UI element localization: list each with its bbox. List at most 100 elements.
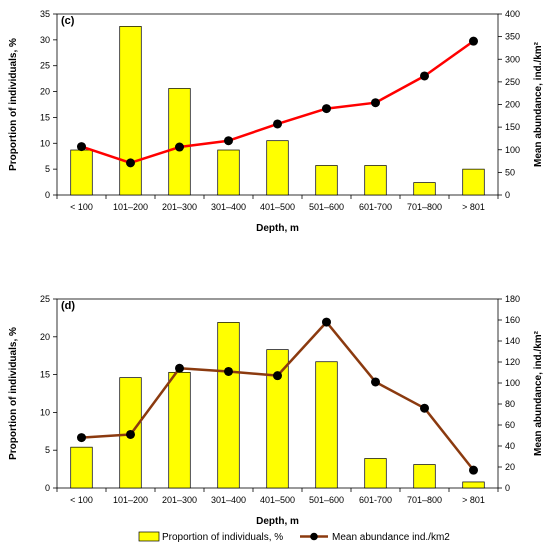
y2-tick-label: 80 [505, 399, 515, 409]
line-marker [469, 36, 478, 46]
line-marker [273, 371, 282, 381]
x-tick-label: < 100 [70, 202, 93, 212]
x-tick-label: 401–500 [260, 495, 295, 505]
bar [413, 464, 436, 489]
line-marker [371, 98, 380, 108]
y2-tick-label: 250 [505, 77, 520, 87]
y-tick-label: 10 [40, 407, 50, 417]
y-tick-label: 25 [40, 294, 50, 304]
bar [462, 481, 485, 489]
bar [217, 149, 240, 196]
line-marker [420, 71, 429, 81]
line-marker [126, 158, 135, 168]
bar [315, 165, 338, 196]
y2-tick-label: 200 [505, 100, 520, 110]
bar [70, 149, 93, 196]
x-tick-label: < 100 [70, 495, 93, 505]
y-tick-label: 0 [45, 483, 50, 493]
x-tick-label: 301–400 [211, 202, 246, 212]
y2-tick-label: 150 [505, 122, 520, 132]
line-marker [126, 429, 135, 439]
bar [315, 361, 338, 489]
y2-tick-label: 120 [505, 357, 520, 367]
x-tick-label: 101–200 [113, 495, 148, 505]
bar [364, 458, 387, 489]
legend-bar-label: Proportion of individuals, % [162, 532, 283, 543]
x-tick-label: 601-700 [359, 202, 392, 212]
x-tick-label: > 801 [462, 202, 485, 212]
x-tick-label: 501–600 [309, 202, 344, 212]
bar [364, 165, 387, 196]
y-tick-label: 10 [40, 138, 50, 148]
x-tick-label: 401–500 [260, 202, 295, 212]
x-tick-label: 201–300 [162, 202, 197, 212]
y-tick-label: 15 [40, 112, 50, 122]
bar [413, 182, 436, 196]
y-tick-label: 25 [40, 61, 50, 71]
line-marker [273, 119, 282, 129]
bar [266, 349, 289, 489]
line-marker [322, 104, 331, 114]
y-tick-label: 5 [45, 164, 50, 174]
x-tick-label: 701–800 [407, 495, 442, 505]
y2-tick-label: 0 [505, 190, 510, 200]
bar [266, 140, 289, 196]
x-axis-title: Depth, m [256, 516, 299, 527]
x-tick-label: > 801 [462, 495, 485, 505]
legend-line-label: Mean abundance ind./km2 [332, 532, 450, 543]
y2-tick-label: 20 [505, 462, 515, 472]
line-marker [175, 142, 184, 152]
line-marker [224, 366, 233, 376]
y-axis-title: Proportion of individuals, % [8, 327, 19, 460]
y2-tick-label: 400 [505, 9, 520, 19]
bar [217, 322, 240, 489]
y-tick-label: 15 [40, 370, 50, 380]
line-marker [77, 433, 86, 443]
line-marker [420, 403, 429, 413]
chart-panel-c: 05101520253035050100150200250300350400< … [8, 9, 544, 234]
line-marker [469, 465, 478, 475]
legend-line-marker [310, 532, 318, 541]
panel-label: (c) [61, 15, 75, 27]
x-tick-label: 101–200 [113, 202, 148, 212]
x-axis-title: Depth, m [256, 223, 299, 234]
y-tick-label: 30 [40, 35, 50, 45]
y2-tick-label: 60 [505, 420, 515, 430]
line-marker [77, 142, 86, 152]
bar [462, 168, 485, 196]
chart-legend: Proportion of individuals, % Mean abundan… [138, 531, 450, 543]
x-tick-label: 201–300 [162, 495, 197, 505]
y-tick-label: 0 [45, 190, 50, 200]
y-tick-label: 35 [40, 9, 50, 19]
y-tick-label: 5 [45, 445, 50, 455]
line-marker [175, 363, 184, 373]
panel-label: (d) [61, 300, 75, 312]
y-axis-title: Proportion of individuals, % [8, 38, 19, 171]
y2-tick-label: 100 [505, 378, 520, 388]
y2-tick-label: 160 [505, 315, 520, 325]
line-marker [371, 377, 380, 387]
bar [119, 26, 142, 196]
y2-tick-label: 300 [505, 54, 520, 64]
y2-tick-label: 40 [505, 441, 515, 451]
line-marker [224, 136, 233, 146]
bar [70, 446, 93, 489]
y2-tick-label: 350 [505, 32, 520, 42]
y-tick-label: 20 [40, 332, 50, 342]
y2-tick-label: 0 [505, 483, 510, 493]
y2-axis-title: Mean abundance, ind./km² [533, 41, 544, 167]
y2-axis-title: Mean abundance, ind./km² [533, 330, 544, 456]
y2-tick-label: 50 [505, 167, 515, 177]
line-marker [322, 317, 331, 327]
bar [168, 88, 191, 196]
legend-bar-swatch [138, 531, 160, 542]
x-tick-label: 301–400 [211, 495, 246, 505]
y2-tick-label: 180 [505, 294, 520, 304]
y-tick-label: 20 [40, 87, 50, 97]
x-tick-label: 501–600 [309, 495, 344, 505]
bar [168, 371, 191, 489]
chart-panel-d: 0 5 10 15 20 25 0 20 40 60 80 100 120 140 160 180 < 100 1… [8, 294, 544, 527]
y2-tick-label: 100 [505, 145, 520, 155]
